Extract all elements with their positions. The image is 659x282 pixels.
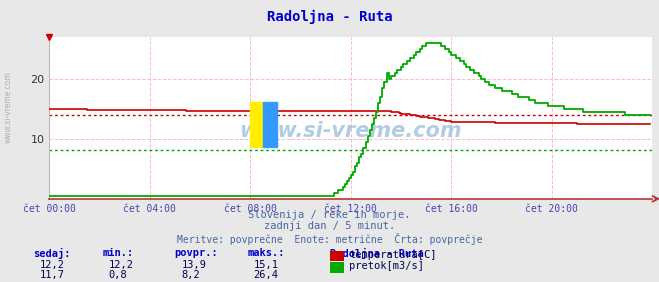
Text: Slovenija / reke in morje.: Slovenija / reke in morje. [248, 210, 411, 220]
Text: Radoljna - Ruta: Radoljna - Ruta [267, 10, 392, 24]
Text: 15,1: 15,1 [254, 260, 279, 270]
Text: 11,7: 11,7 [40, 270, 65, 280]
Text: min.:: min.: [102, 248, 133, 258]
Text: povpr.:: povpr.: [175, 248, 218, 258]
Text: Radoljna - Ruta: Radoljna - Ruta [330, 248, 423, 259]
Text: 12,2: 12,2 [40, 260, 65, 270]
Text: maks.:: maks.: [247, 248, 285, 258]
Text: Meritve: povprečne  Enote: metrične  Črta: povprečje: Meritve: povprečne Enote: metrične Črta:… [177, 233, 482, 245]
Text: zadnji dan / 5 minut.: zadnji dan / 5 minut. [264, 221, 395, 231]
Text: 26,4: 26,4 [254, 270, 279, 280]
Text: pretok[m3/s]: pretok[m3/s] [349, 261, 424, 271]
Text: www.si-vreme.com: www.si-vreme.com [240, 121, 462, 141]
Text: 0,8: 0,8 [109, 270, 127, 280]
FancyBboxPatch shape [264, 102, 277, 147]
Text: sedaj:: sedaj: [33, 248, 71, 259]
Text: 12,2: 12,2 [109, 260, 134, 270]
Text: www.si-vreme.com: www.si-vreme.com [3, 71, 13, 143]
FancyBboxPatch shape [250, 102, 264, 147]
Text: temperatura[C]: temperatura[C] [349, 250, 437, 260]
Text: 13,9: 13,9 [181, 260, 206, 270]
Text: 8,2: 8,2 [181, 270, 200, 280]
